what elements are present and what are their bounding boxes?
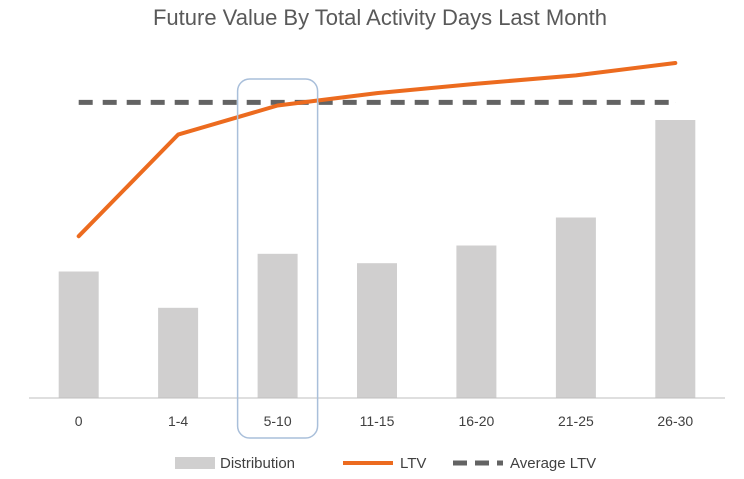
ltv-line	[76, 61, 678, 239]
x-axis: 0 1-4 5-10 11-15 16-20 21-25 26-30	[29, 397, 725, 429]
distribution-bar-11-15	[357, 263, 397, 398]
legend-average-ltv-label: Average LTV	[510, 455, 596, 472]
x-tick-label-0: 0	[75, 413, 83, 429]
highlight-layer	[236, 78, 319, 439]
bars-layer	[58, 120, 696, 398]
distribution-bar-0	[58, 271, 99, 398]
x-tick-label-16-20: 16-20	[458, 413, 494, 429]
distribution-bar-26-30	[655, 120, 696, 398]
x-tick-label-5-10: 5-10	[264, 413, 292, 429]
x-tick-label-21-25: 21-25	[558, 413, 594, 429]
x-tick-label-26-30: 26-30	[657, 413, 693, 429]
legend-distribution-swatch	[175, 457, 215, 469]
distribution-bar-1-4	[158, 307, 199, 398]
x-tick-label-11-15: 11-15	[360, 413, 395, 429]
legend: Distribution LTV Average LTV	[175, 455, 596, 472]
chart-title: Future Value By Total Activity Days Last…	[153, 5, 607, 30]
x-tick-label-1-4: 1-4	[168, 413, 188, 429]
distribution-bar-16-20	[456, 245, 497, 398]
highlight-box-5-10	[236, 78, 319, 439]
legend-distribution-label: Distribution	[220, 455, 295, 472]
ltv-line-layer	[76, 61, 678, 239]
legend-ltv-label: LTV	[400, 455, 426, 472]
distribution-bar-21-25	[555, 217, 596, 398]
distribution-bar-5-10	[257, 253, 298, 398]
